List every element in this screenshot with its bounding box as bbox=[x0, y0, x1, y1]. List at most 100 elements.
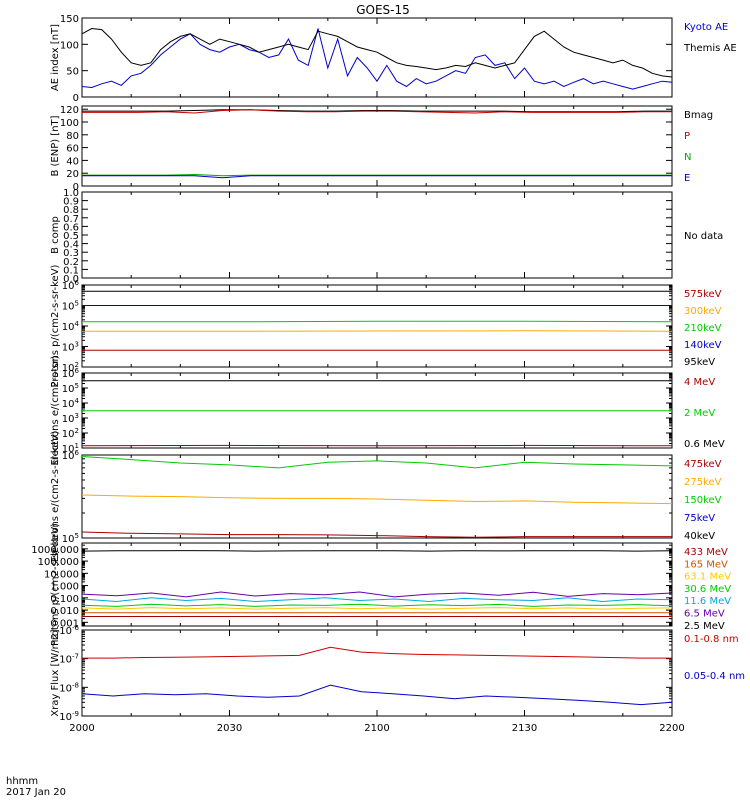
legend-label: 275keV bbox=[684, 477, 722, 488]
y-tick-label: 0.9 bbox=[63, 197, 79, 208]
y-tick-label: 0.4 bbox=[63, 240, 79, 251]
y-tick-label: 0 bbox=[73, 182, 79, 193]
footer-date-label: 2017 Jan 20 bbox=[6, 787, 66, 798]
series-line-bmag bbox=[82, 109, 672, 113]
y-tick-label: 120 bbox=[60, 105, 79, 116]
y-tick-label: 0.001 bbox=[50, 618, 79, 629]
y-tick-label: 0.3 bbox=[63, 248, 79, 259]
series-line-2-5-mev bbox=[81, 550, 673, 552]
series-line-475kev bbox=[81, 531, 672, 538]
legend-label: 30.6 MeV bbox=[684, 584, 731, 595]
y-tick-label: 1.000 bbox=[50, 582, 79, 593]
y-tick-label: 105 bbox=[62, 300, 79, 313]
y-tick-label: 104 bbox=[62, 397, 80, 410]
legend-label: 0.1-0.8 nm bbox=[684, 634, 739, 645]
y-tick-label: 40 bbox=[66, 156, 79, 167]
y-tick-label: 10-7 bbox=[59, 653, 79, 666]
legend-label: 40keV bbox=[684, 531, 715, 542]
x-tick-label: 2130 bbox=[512, 723, 537, 734]
y-tick-label: 0.6 bbox=[63, 222, 79, 233]
y-tick-label: 106 bbox=[62, 279, 80, 292]
y-tick-label: 80 bbox=[66, 131, 79, 142]
panel-frame bbox=[81, 284, 673, 368]
x-tick-label: 2200 bbox=[659, 723, 684, 734]
legend-label: 575keV bbox=[684, 289, 722, 300]
y-tick-label: 105 bbox=[62, 532, 79, 545]
y-tick-label: 103 bbox=[62, 341, 79, 354]
legend-label: 75keV bbox=[684, 513, 715, 524]
x-tick-label: 2030 bbox=[217, 723, 242, 734]
panel-frame bbox=[81, 542, 673, 627]
y-tick-label: 50 bbox=[66, 67, 79, 78]
series-line-kyoto-ae bbox=[81, 28, 673, 90]
panel-frame bbox=[81, 105, 673, 187]
y-tick-label: 100 bbox=[60, 118, 79, 129]
y-tick-label: 10.000 bbox=[44, 569, 79, 580]
y-tick-label: 0.010 bbox=[50, 606, 79, 617]
legend-label: Themis AE bbox=[683, 43, 737, 54]
y-tick-label: 0.7 bbox=[63, 214, 79, 225]
y-tick-label: 1000.000 bbox=[31, 545, 79, 556]
panel-frame bbox=[81, 629, 673, 717]
series-line-150kev bbox=[81, 456, 673, 469]
series-line-11-6-mev bbox=[81, 597, 673, 603]
legend-label: 4 MeV bbox=[684, 377, 715, 388]
y-axis-label: B (ENP) [nT] bbox=[50, 115, 61, 176]
y-tick-label: 0.100 bbox=[50, 594, 79, 605]
figure-title: GOES-15 bbox=[356, 3, 410, 17]
series-line-p bbox=[82, 109, 672, 114]
panel-3: 0.00.10.20.30.40.50.60.70.80.91.0 B comp N… bbox=[50, 188, 723, 285]
y-tick-label: 10-9 bbox=[59, 710, 79, 723]
legend-label: 210keV bbox=[684, 323, 722, 334]
legend-label: 11.6 MeV bbox=[684, 596, 731, 607]
y-tick-label: 106 bbox=[62, 367, 80, 380]
y-tick-label: 150 bbox=[60, 14, 79, 25]
no-data-annotation: No data bbox=[684, 231, 723, 242]
legend-label: 433 MeV bbox=[684, 547, 728, 558]
legend-label: N bbox=[684, 152, 691, 163]
legend-label: 475keV bbox=[684, 459, 722, 470]
legend-label: Kyoto AE bbox=[684, 22, 728, 33]
series-line-210kev bbox=[82, 320, 673, 323]
legend-label: 140keV bbox=[684, 340, 722, 351]
legend-label: 2 MeV bbox=[684, 408, 715, 419]
y-tick-label: 60 bbox=[66, 144, 79, 155]
y-tick-label: 102 bbox=[62, 427, 79, 440]
legend-label: Bmag bbox=[684, 110, 713, 121]
series-line-275kev bbox=[81, 494, 673, 505]
y-tick-label: 103 bbox=[62, 412, 79, 425]
series-line-n bbox=[82, 173, 672, 177]
series-line-e bbox=[82, 175, 672, 179]
x-tick-label: 2100 bbox=[364, 723, 389, 734]
panel-frame bbox=[81, 191, 673, 279]
y-tick-label: 0.2 bbox=[63, 257, 79, 268]
series-line-themis-ae bbox=[81, 27, 673, 78]
legend-label: 95keV bbox=[684, 357, 715, 368]
y-axis-label: Xray Flux [W/m2] bbox=[50, 629, 61, 716]
y-tick-label: 100.000 bbox=[38, 557, 79, 568]
y-tick-label: 10-6 bbox=[59, 624, 79, 637]
y-tick-label: 0 bbox=[73, 93, 79, 104]
series-line-6-5-mev bbox=[81, 591, 673, 598]
y-tick-label: 0.8 bbox=[63, 205, 79, 216]
legend-label: 6.5 MeV bbox=[684, 609, 725, 620]
legend-label: 63.1 MeV bbox=[684, 572, 731, 583]
legend-label: 165 MeV bbox=[684, 559, 728, 570]
series-line-30-6-mev bbox=[81, 603, 673, 607]
y-tick-label: 10-8 bbox=[59, 681, 79, 694]
y-tick-label: 0.5 bbox=[63, 231, 79, 242]
y-tick-label: 0.0 bbox=[63, 274, 79, 285]
series-line-0-1-0-8-nm bbox=[82, 646, 672, 659]
legend-label: 300keV bbox=[684, 306, 722, 317]
y-axis-label: Protons p/(cm2-s-sr-keV) bbox=[50, 264, 61, 387]
y-axis-label: AE index [nT] bbox=[50, 24, 61, 91]
legend-label: P bbox=[684, 131, 690, 142]
y-tick-label: 100 bbox=[60, 40, 79, 51]
panel-frame bbox=[81, 17, 673, 98]
y-tick-label: 0.1 bbox=[63, 265, 79, 276]
y-axis-label: Protons p/(cm2-s-sr-keV) bbox=[50, 523, 61, 646]
y-tick-label: 105 bbox=[62, 382, 79, 395]
y-axis-label: B comp bbox=[50, 216, 61, 254]
